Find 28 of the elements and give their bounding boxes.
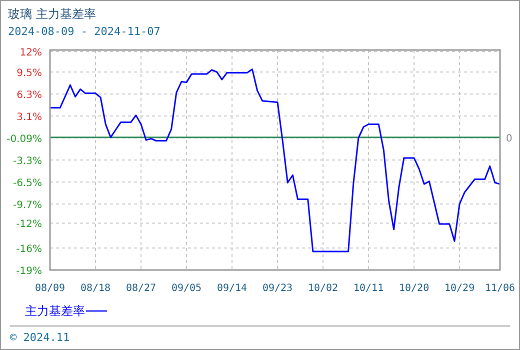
- y-tick-label: -19%: [16, 266, 42, 277]
- y-tick-label: 9.5%: [16, 68, 42, 79]
- ref-line-label: 0: [506, 133, 512, 144]
- x-tick-label: 10/29: [444, 283, 475, 294]
- x-tick-label: 08/27: [126, 283, 156, 294]
- chart-title: 玻璃 主力基差率: [8, 7, 96, 21]
- x-tick-label: 11/06: [484, 283, 516, 294]
- x-tick-label: 08/09: [34, 283, 66, 294]
- y-tick-label: 12%: [20, 47, 42, 58]
- y-tick-label: -9.7%: [12, 200, 42, 211]
- x-tick-label: 09/23: [262, 283, 293, 294]
- y-tick-label: -12%: [16, 219, 42, 230]
- x-tick-label: 08/18: [80, 283, 111, 294]
- text: © 2024.11: [10, 331, 70, 344]
- y-tick-label: 6.3%: [16, 90, 42, 101]
- x-tick-label: 10/02: [308, 283, 338, 294]
- legend-label: 主力基差率: [25, 304, 85, 318]
- x-tick-label: 09/14: [216, 283, 248, 294]
- line-series: [49, 68, 501, 252]
- y-tick-label: -16%: [16, 244, 42, 255]
- x-tick-label: 10/20: [398, 283, 430, 294]
- x-tick-label: 09/05: [171, 283, 202, 294]
- chart-subtitle: 2024-08-09 - 2024-11-07: [8, 25, 160, 38]
- y-tick-label: -0.09%: [6, 134, 42, 145]
- y-tick-label: -6.5%: [12, 178, 42, 189]
- y-tick-label: 3.1%: [16, 112, 42, 123]
- x-tick-label: 10/11: [353, 283, 384, 294]
- y-tick-label: -3.3%: [12, 156, 42, 167]
